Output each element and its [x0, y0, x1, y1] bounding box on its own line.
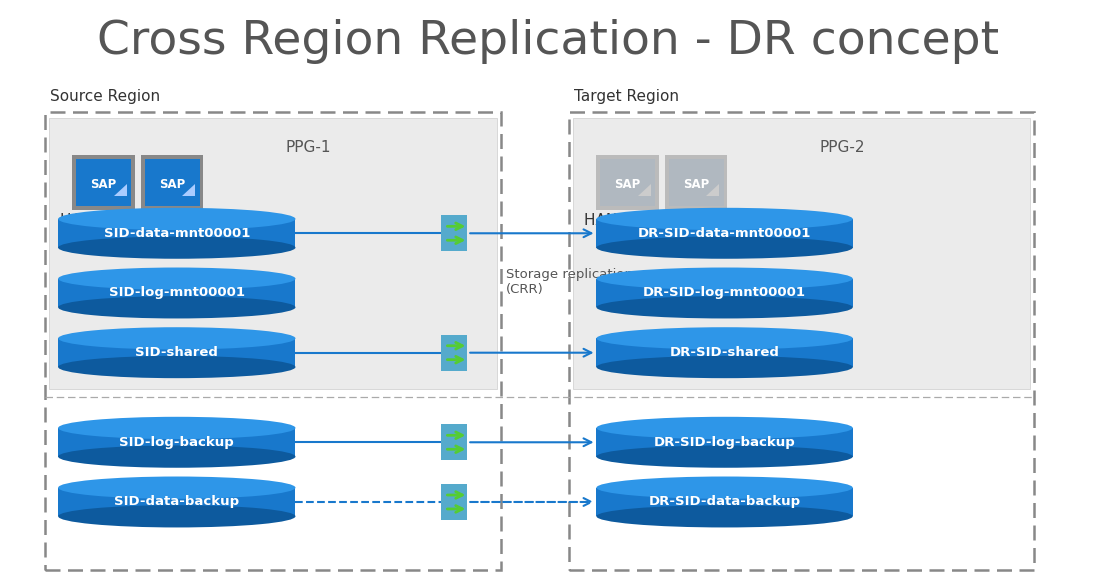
Ellipse shape [596, 356, 853, 378]
Bar [72, 155, 135, 210]
Ellipse shape [58, 476, 296, 499]
Ellipse shape [58, 296, 296, 318]
Text: SID-data-backup: SID-data-backup [114, 496, 239, 508]
Bar [665, 155, 728, 210]
Text: SID-log-backup: SID-log-backup [119, 436, 235, 449]
Polygon shape [114, 184, 127, 196]
Text: Storage replication
(CRR): Storage replication (CRR) [506, 268, 633, 296]
Text: SID-data-mnt00001: SID-data-mnt00001 [104, 227, 250, 240]
Text: SAP: SAP [91, 178, 117, 191]
Text: SAP: SAP [159, 178, 185, 191]
Polygon shape [706, 184, 719, 196]
Text: Source Region: Source Region [49, 89, 160, 104]
Bar [58, 428, 296, 457]
Bar [58, 487, 296, 517]
Ellipse shape [596, 267, 853, 290]
Ellipse shape [596, 476, 853, 499]
Text: HANA server (cold): HANA server (cold) [584, 212, 730, 227]
Bar [441, 424, 467, 460]
Ellipse shape [596, 417, 853, 439]
Bar [596, 428, 853, 457]
Bar [441, 484, 467, 520]
Ellipse shape [596, 296, 853, 318]
Ellipse shape [596, 208, 853, 230]
Text: Cross Region Replication - DR concept: Cross Region Replication - DR concept [96, 19, 1000, 64]
Bar [596, 487, 853, 517]
Bar [601, 159, 655, 206]
Polygon shape [182, 184, 195, 196]
Bar [76, 159, 132, 206]
Ellipse shape [596, 505, 853, 528]
Ellipse shape [596, 236, 853, 259]
Text: SID-shared: SID-shared [136, 346, 218, 359]
Text: SID-log-mnt00001: SID-log-mnt00001 [109, 286, 244, 299]
Bar [140, 155, 204, 210]
Ellipse shape [58, 208, 296, 230]
Ellipse shape [58, 417, 296, 439]
Bar [45, 112, 501, 569]
Text: PPG-2: PPG-2 [820, 139, 865, 155]
Text: DR-SID-data-mnt00001: DR-SID-data-mnt00001 [638, 227, 811, 240]
Polygon shape [638, 184, 651, 196]
Ellipse shape [596, 446, 853, 468]
Text: HANA server (active): HANA server (active) [60, 212, 220, 227]
Text: DR-SID-log-mnt00001: DR-SID-log-mnt00001 [643, 286, 806, 299]
Bar [596, 155, 659, 210]
Text: PPG-1: PPG-1 [286, 139, 331, 155]
Bar [145, 159, 199, 206]
Ellipse shape [58, 267, 296, 290]
Text: Target Region: Target Region [573, 89, 678, 104]
Ellipse shape [58, 327, 296, 350]
Ellipse shape [58, 446, 296, 468]
Bar [596, 219, 853, 248]
Bar [58, 338, 296, 367]
Bar [669, 159, 723, 206]
Ellipse shape [58, 356, 296, 378]
Ellipse shape [596, 327, 853, 350]
Bar [58, 279, 296, 307]
Bar [596, 279, 853, 307]
Text: DR-SID-data-backup: DR-SID-data-backup [649, 496, 801, 508]
Ellipse shape [58, 505, 296, 528]
Bar [58, 219, 296, 248]
Text: SAP: SAP [615, 178, 641, 191]
Bar [441, 216, 467, 251]
Bar [573, 118, 1030, 389]
Bar [48, 118, 496, 389]
Text: SAP: SAP [683, 178, 709, 191]
Ellipse shape [58, 236, 296, 259]
Text: DR-SID-shared: DR-SID-shared [670, 346, 779, 359]
Bar [596, 338, 853, 367]
Bar [441, 335, 467, 371]
Text: DR-SID-log-backup: DR-SID-log-backup [653, 436, 796, 449]
Bar [569, 112, 1034, 569]
